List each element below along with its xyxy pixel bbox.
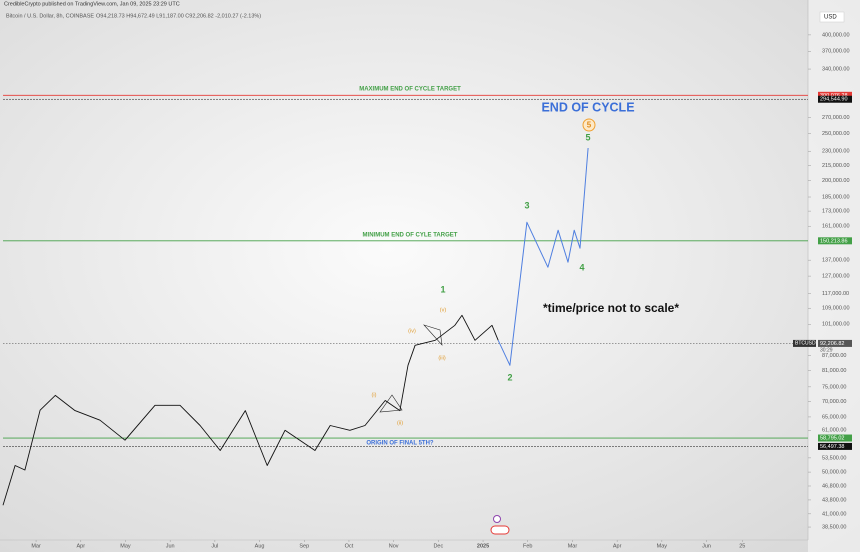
y-tick-label: 87,000.00 xyxy=(822,353,846,359)
y-tick-label: 101,000.00 xyxy=(822,322,850,328)
wave-circle xyxy=(582,118,596,132)
y-tick-label: 43,800.00 xyxy=(822,497,846,503)
y-tick-label: 117,000.00 xyxy=(822,291,849,297)
x-tick-label: Jul xyxy=(211,543,218,549)
wave-label: 4 xyxy=(579,262,584,272)
x-tick-label: 2025 xyxy=(477,543,489,549)
wave-label: 2 xyxy=(507,372,512,382)
currency-box[interactable] xyxy=(819,11,845,23)
x-tick-label: Sep xyxy=(299,543,309,549)
annotation: ORIGIN OF FINAL 5TH? xyxy=(366,441,434,447)
ohlc: O94,218.73 H94,672.49 L91,187.00 C92,206… xyxy=(96,13,261,19)
annotation: *time/price not to scale* xyxy=(543,301,679,315)
currency[interactable]: USD xyxy=(824,15,837,21)
subwave-label: (i) xyxy=(372,392,377,398)
y-tick-label: 185,000.00 xyxy=(822,194,850,200)
y-tick-label: 127,000.00 xyxy=(822,274,850,280)
y-tick-label: 230,000.00 xyxy=(822,149,850,155)
y-tick-label: 161,000.00 xyxy=(822,224,850,230)
price-label-box xyxy=(818,95,852,103)
y-tick-label: 70,000.00 xyxy=(822,399,846,405)
price-label: 294,544.90 xyxy=(820,97,848,103)
y-tick-label: 61,000.00 xyxy=(822,428,846,434)
x-tick-label: Jun xyxy=(702,543,711,549)
symbol-box xyxy=(793,339,816,347)
x-tick-label: May xyxy=(657,543,668,549)
x-tick-label: Mar xyxy=(568,543,578,549)
price-label-box xyxy=(818,434,852,442)
price-label: 150,213.86 xyxy=(820,238,848,244)
x-tick-label: May xyxy=(120,543,131,549)
y-tick-label: 81,000.00 xyxy=(822,368,846,374)
x-tick-label: Oct xyxy=(345,543,354,549)
price-line xyxy=(2,314,499,506)
y-tick-label: 400,000.00 xyxy=(822,32,850,38)
y-tick-label: 370,000.00 xyxy=(822,49,850,55)
subwave-label: (v) xyxy=(440,307,447,313)
y-tick-label: 270,000.00 xyxy=(822,115,850,121)
y-tick-label: 50,000.00 xyxy=(822,470,846,476)
x-tick-label: Aug xyxy=(255,543,265,549)
subwave-label: (ii) xyxy=(397,420,403,426)
y-tick-label: 137,000.00 xyxy=(822,258,850,264)
annotation: END OF CYCLE xyxy=(541,100,634,114)
price-label-box xyxy=(818,442,852,450)
y-tick-label: 173,000.00 xyxy=(822,209,850,215)
symbol-label: BTCUSD xyxy=(795,341,816,347)
projection-line xyxy=(497,147,589,366)
annotation: MAXIMUM END OF CYCLE TARGET xyxy=(359,87,461,93)
price-label-box xyxy=(818,91,852,99)
y-tick-label: 53,500.00 xyxy=(822,455,846,461)
y-tick-label: 75,000.00 xyxy=(822,384,846,390)
symbol-info: Bitcoin / U.S. Dollar, 8h, COINBASE xyxy=(6,13,94,19)
wave-label: 5 xyxy=(585,132,590,142)
annotation: MINIMUM END OF CYLE TARGET xyxy=(363,233,458,239)
x-tick-label: Mar xyxy=(31,543,41,549)
x-tick-label: Feb xyxy=(523,543,532,549)
countdown: 30:29 xyxy=(820,348,833,354)
wave-label: 3 xyxy=(524,200,529,210)
y-tick-label: 46,800.00 xyxy=(822,483,846,489)
x-tick-label: Apr xyxy=(613,543,622,549)
price-label: 92,206.82 xyxy=(820,341,844,347)
y-tick-label: 340,000.00 xyxy=(822,67,850,73)
x-tick-label: Dec xyxy=(433,543,443,549)
x-tick-label: Apr xyxy=(76,543,85,549)
event-icon[interactable] xyxy=(493,515,501,523)
y-tick-label: 109,000.00 xyxy=(822,306,850,312)
wave-label: 1 xyxy=(440,284,445,294)
y-tick-label: 250,000.00 xyxy=(822,131,850,137)
event-flag[interactable] xyxy=(490,525,510,535)
subwave-label: (iii) xyxy=(438,355,445,361)
price-label-box xyxy=(818,339,852,347)
y-tick-label: 65,000.00 xyxy=(822,414,846,420)
x-tick-label: 25 xyxy=(739,543,745,549)
circled-wave-label: 5 xyxy=(587,121,592,130)
wedge-drawing xyxy=(379,324,443,413)
x-tick-label: Nov xyxy=(389,543,399,549)
price-label: 56,497.38 xyxy=(820,444,844,450)
y-tick-label: 215,000.00 xyxy=(822,163,850,169)
x-tick-label: Jun xyxy=(166,543,175,549)
price-label: 58,795.02 xyxy=(820,435,844,441)
y-tick-label: 38,500.00 xyxy=(822,525,846,531)
y-tick-label: 200,000.00 xyxy=(822,178,850,184)
price-label-box xyxy=(818,237,852,245)
byline: CredibleCrypto published on TradingView.… xyxy=(4,1,180,7)
subwave-label: (iv) xyxy=(408,328,416,334)
y-tick-label: 41,000.00 xyxy=(822,511,846,517)
